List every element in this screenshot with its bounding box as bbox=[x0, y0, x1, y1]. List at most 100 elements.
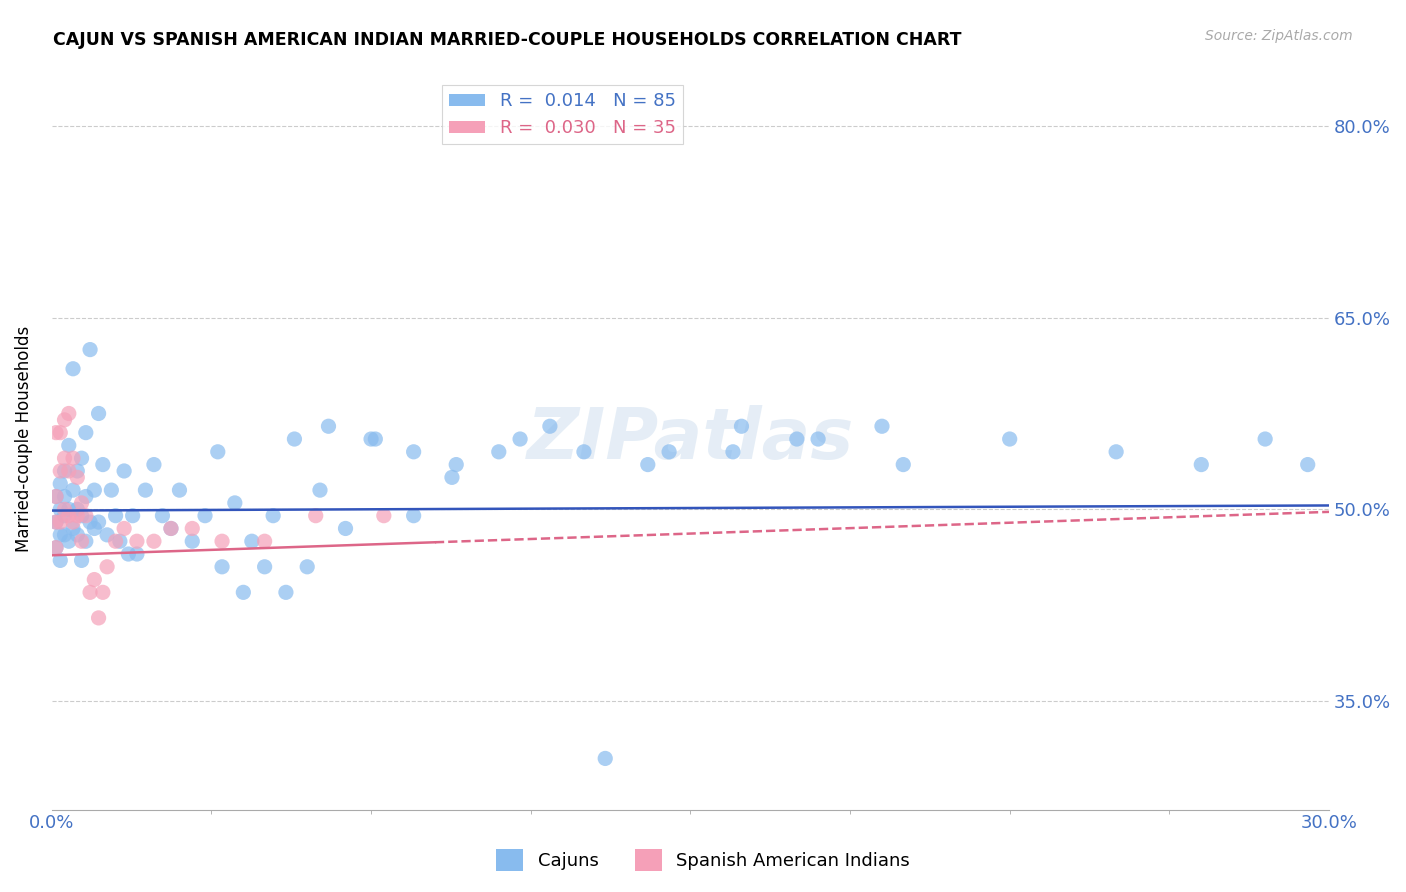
Point bbox=[125, 547, 148, 561]
Point bbox=[207, 445, 229, 459]
Point bbox=[211, 534, 233, 549]
Point bbox=[108, 534, 131, 549]
Point bbox=[305, 508, 328, 523]
Point bbox=[402, 445, 425, 459]
Point bbox=[593, 751, 616, 765]
Point bbox=[49, 502, 72, 516]
Point bbox=[262, 508, 284, 523]
Point bbox=[509, 432, 531, 446]
Point bbox=[79, 515, 101, 529]
Point bbox=[194, 508, 217, 523]
Point bbox=[45, 541, 67, 555]
Point bbox=[62, 483, 84, 497]
Point bbox=[125, 534, 148, 549]
Point bbox=[87, 515, 110, 529]
Point bbox=[309, 483, 332, 497]
Point bbox=[721, 445, 744, 459]
Point bbox=[79, 585, 101, 599]
Point bbox=[160, 521, 183, 535]
Point bbox=[87, 611, 110, 625]
Point bbox=[75, 534, 97, 549]
Point bbox=[658, 445, 681, 459]
Point bbox=[66, 508, 89, 523]
Point bbox=[66, 528, 89, 542]
Point bbox=[211, 559, 233, 574]
Point bbox=[49, 528, 72, 542]
Y-axis label: Married-couple Households: Married-couple Households bbox=[15, 326, 32, 552]
Point bbox=[62, 515, 84, 529]
Point bbox=[232, 585, 254, 599]
Point bbox=[66, 464, 89, 478]
Point bbox=[142, 458, 165, 472]
Point bbox=[58, 407, 80, 421]
Point bbox=[49, 553, 72, 567]
Point bbox=[134, 483, 156, 497]
Point bbox=[117, 547, 139, 561]
Point bbox=[58, 438, 80, 452]
Point bbox=[62, 451, 84, 466]
Point bbox=[45, 515, 67, 529]
Point bbox=[104, 534, 127, 549]
Point bbox=[45, 515, 67, 529]
Point bbox=[53, 528, 76, 542]
Point bbox=[45, 490, 67, 504]
Point bbox=[75, 490, 97, 504]
Point bbox=[70, 534, 93, 549]
Point bbox=[1189, 458, 1212, 472]
Point bbox=[364, 432, 387, 446]
Point bbox=[75, 508, 97, 523]
Point bbox=[58, 502, 80, 516]
Point bbox=[70, 508, 93, 523]
Point bbox=[112, 464, 135, 478]
Point bbox=[181, 521, 204, 535]
Text: ZIPatlas: ZIPatlas bbox=[527, 405, 853, 474]
Point bbox=[53, 413, 76, 427]
Point bbox=[45, 541, 67, 555]
Point bbox=[58, 464, 80, 478]
Point bbox=[283, 432, 305, 446]
Text: Source: ZipAtlas.com: Source: ZipAtlas.com bbox=[1205, 29, 1353, 43]
Point bbox=[160, 521, 183, 535]
Text: CAJUN VS SPANISH AMERICAN INDIAN MARRIED-COUPLE HOUSEHOLDS CORRELATION CHART: CAJUN VS SPANISH AMERICAN INDIAN MARRIED… bbox=[53, 31, 962, 49]
Point bbox=[49, 464, 72, 478]
Point bbox=[335, 521, 357, 535]
Point bbox=[58, 534, 80, 549]
Point bbox=[83, 483, 105, 497]
Point bbox=[45, 425, 67, 440]
Point bbox=[66, 502, 89, 516]
Point bbox=[572, 445, 595, 459]
Point bbox=[79, 343, 101, 357]
Point bbox=[58, 508, 80, 523]
Point bbox=[100, 483, 122, 497]
Legend: Cajuns, Spanish American Indians: Cajuns, Spanish American Indians bbox=[489, 842, 917, 879]
Point bbox=[70, 496, 93, 510]
Point bbox=[75, 425, 97, 440]
Point bbox=[253, 534, 276, 549]
Point bbox=[538, 419, 561, 434]
Point bbox=[360, 432, 382, 446]
Point bbox=[142, 534, 165, 549]
Point bbox=[83, 573, 105, 587]
Point bbox=[488, 445, 510, 459]
Point bbox=[152, 508, 174, 523]
Point bbox=[104, 508, 127, 523]
Point bbox=[1296, 458, 1319, 472]
Point bbox=[1254, 432, 1277, 446]
Point bbox=[870, 419, 893, 434]
Point bbox=[62, 361, 84, 376]
Point bbox=[112, 521, 135, 535]
Legend: R =  0.014   N = 85, R =  0.030   N = 35: R = 0.014 N = 85, R = 0.030 N = 35 bbox=[441, 85, 683, 145]
Point bbox=[91, 585, 114, 599]
Point bbox=[637, 458, 659, 472]
Point bbox=[807, 432, 830, 446]
Point bbox=[83, 521, 105, 535]
Point bbox=[53, 502, 76, 516]
Point bbox=[274, 585, 297, 599]
Point bbox=[440, 470, 463, 484]
Point bbox=[91, 458, 114, 472]
Point bbox=[402, 508, 425, 523]
Point bbox=[62, 521, 84, 535]
Point bbox=[169, 483, 191, 497]
Point bbox=[53, 464, 76, 478]
Point bbox=[998, 432, 1021, 446]
